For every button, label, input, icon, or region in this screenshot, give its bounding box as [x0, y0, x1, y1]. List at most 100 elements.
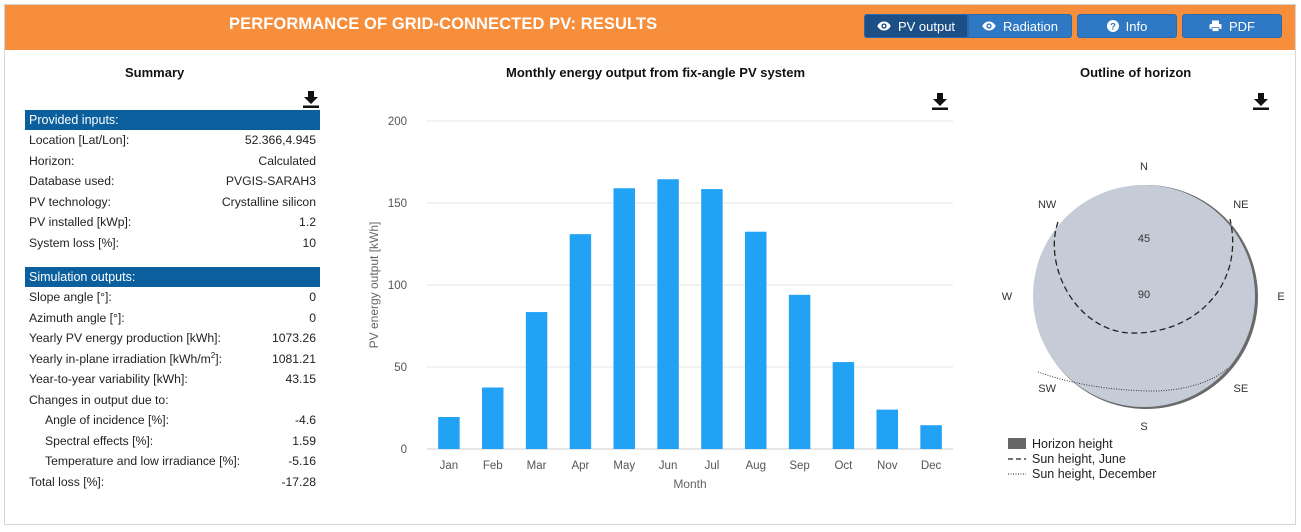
summary-row: Horizon: Calculated — [25, 151, 320, 172]
x-tick-label: Jan — [440, 460, 459, 472]
x-tick-label: Apr — [571, 460, 589, 472]
summary-row-value: 1.59 — [292, 433, 316, 448]
x-axis-label: Month — [673, 477, 706, 491]
bar-aug — [745, 231, 767, 449]
direction-label: SW — [1038, 383, 1056, 395]
summary-row: Azimuth angle [°]: 0 — [25, 308, 320, 329]
x-tick-label: Jul — [705, 460, 720, 472]
summary-row: Total loss [%]: -17.28 — [25, 472, 320, 493]
legend-label: Sun height, June — [1032, 451, 1126, 466]
summary-row: System loss [%]: 10 — [25, 233, 320, 254]
info-button[interactable]: ? Info — [1077, 14, 1177, 38]
summary-row-label: PV technology: — [29, 194, 111, 209]
summary-row-value: -4.6 — [294, 413, 316, 428]
eye-icon — [877, 21, 891, 31]
pv-output-button-label: PV output — [897, 18, 956, 34]
summary-row-value: -17.28 — [281, 474, 316, 489]
summary-row-label: Total loss [%]: — [29, 474, 105, 489]
horizon-polar-plot: N NE E SE S SW W NW 45 90 — [1002, 161, 1285, 433]
summary-row-label: Temperature and low irradiance [%]: — [45, 454, 241, 469]
chart-title: Monthly energy output from fix-angle PV … — [506, 65, 806, 80]
radiation-button-label: Radiation — [1003, 18, 1058, 34]
summary-row-value: PVGIS-SARAH3 — [225, 174, 316, 189]
summary-row-value: Crystalline silicon — [221, 194, 316, 209]
summary-row: PV technology: Crystalline silicon — [25, 192, 320, 213]
legend-item-horizon-height: Horizon height — [1008, 436, 1156, 451]
summary-row: Slope angle [°]: 0 — [25, 287, 320, 308]
summary-row-label: Changes in output due to: — [29, 392, 169, 407]
summary-row-value: 1073.26 — [271, 331, 316, 346]
summary-row-label: Location [Lat/Lon]: — [29, 133, 130, 148]
summary-row-value: 0 — [309, 310, 316, 325]
summary-row-value: 1081.21 — [271, 351, 316, 366]
direction-label: N — [1140, 161, 1148, 173]
bar-oct — [832, 362, 855, 449]
download-chart-icon[interactable] — [931, 92, 949, 110]
y-axis-label: PV energy output [kWh] — [367, 222, 381, 349]
elevation-label: 90 — [1138, 289, 1150, 301]
summary-row-value: Calculated — [258, 153, 316, 168]
summary-row: Yearly in-plane irradiation [kWh/m2]: 108… — [25, 349, 320, 370]
direction-label: NW — [1038, 199, 1057, 211]
summary-row-value: 43.15 — [285, 372, 317, 387]
x-tick-label: May — [613, 460, 635, 472]
summary-row-label: Azimuth angle [°]: — [29, 310, 125, 325]
bar-feb — [482, 387, 504, 449]
summary-row: Location [Lat/Lon]: 52.366,4.945 — [25, 130, 320, 151]
legend-label: Horizon height — [1032, 436, 1113, 451]
summary-row-value: 10 — [302, 235, 316, 250]
x-tick-label: Sep — [789, 460, 809, 472]
pdf-button[interactable]: PDF — [1182, 14, 1282, 38]
y-tick-label: 200 — [388, 116, 407, 128]
monthly-energy-chart: 0 50 100 150 200 Jan Feb Mar Apr May Jun Jul Aug Sep O… — [367, 116, 953, 491]
bar-apr — [569, 234, 592, 449]
bar-sep — [788, 294, 811, 449]
dotted-line-swatch — [1008, 473, 1026, 475]
sky-disc — [1033, 185, 1255, 407]
x-tick-label: Oct — [834, 460, 853, 472]
question-circle-icon: ? — [1106, 20, 1119, 32]
direction-label: W — [1002, 291, 1013, 303]
horizon-legend: Horizon height Sun height, June Sun heig… — [1008, 436, 1156, 481]
x-tick-label: Feb — [483, 460, 503, 472]
summary-row-value: 52.366,4.945 — [244, 133, 316, 148]
summary-row-value: 1.2 — [299, 215, 316, 230]
horizon-title: Outline of horizon — [1080, 65, 1192, 80]
summary-row: Changes in output due to: — [25, 390, 320, 411]
bar-jan — [438, 417, 460, 449]
summary-row-label: Yearly in-plane irradiation [kWh/m2]: — [29, 351, 222, 367]
summary-row: Year-to-year variability [kWh]: 43.15 — [25, 369, 320, 390]
eye-icon — [982, 21, 996, 31]
summary-row: PV installed [kWp]: 1.2 — [25, 212, 320, 233]
pdf-button-label: PDF — [1229, 18, 1255, 34]
summary-row-label: Spectral effects [%]: — [45, 433, 154, 448]
summary-row-label: Database used: — [29, 174, 115, 189]
page-title: PERFORMANCE OF GRID-CONNECTED PV: RESULT… — [229, 15, 658, 33]
direction-label: S — [1140, 421, 1147, 433]
provided-inputs-header: Provided inputs: — [25, 110, 320, 130]
direction-label: E — [1277, 291, 1284, 303]
horizon-height-swatch — [1008, 438, 1026, 449]
summary-row-label: Yearly PV energy production [kWh]: — [29, 331, 221, 346]
x-tick-label: Aug — [746, 460, 766, 472]
summary-row-label: Angle of incidence [%]: — [45, 413, 169, 428]
direction-label: NE — [1233, 199, 1248, 211]
y-tick-label: 50 — [394, 362, 407, 374]
summary-row-label: Slope angle [°]: — [29, 290, 112, 305]
y-tick-label: 100 — [388, 280, 407, 292]
radiation-button[interactable]: Radiation — [968, 14, 1072, 38]
dashed-line-swatch — [1008, 458, 1026, 460]
download-summary-icon[interactable] — [302, 90, 320, 108]
summary-row: Database used: PVGIS-SARAH3 — [25, 171, 320, 192]
download-horizon-icon[interactable] — [1252, 92, 1270, 110]
summary-row-label: Horizon: — [29, 153, 75, 168]
summary-row-label: Year-to-year variability [kWh]: — [29, 372, 188, 387]
svg-text:?: ? — [1110, 21, 1116, 32]
direction-label: SE — [1234, 383, 1249, 395]
summary-row: Angle of incidence [%]: -4.6 — [25, 410, 320, 431]
y-tick-label: 0 — [401, 444, 407, 456]
y-tick-label: 150 — [388, 198, 407, 210]
printer-icon — [1209, 20, 1222, 32]
summary-table: Provided inputs: Location [Lat/Lon]: 52.3… — [25, 110, 320, 492]
pv-output-button[interactable]: PV output — [864, 14, 968, 38]
